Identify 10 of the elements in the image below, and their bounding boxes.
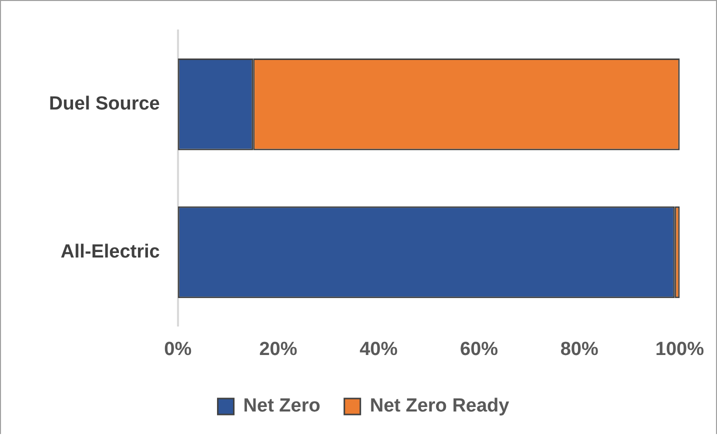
y-tick-label: Duel Source [48, 94, 160, 115]
x-tick-label: 0% [164, 338, 192, 360]
x-tick-label: 20% [259, 338, 298, 360]
y-tick-label: All-Electric [60, 241, 160, 262]
x-tick-label: 80% [560, 338, 598, 360]
legend-label: Net Zero Ready [370, 396, 510, 417]
legend-label: Net Zero [243, 396, 320, 417]
x-tick-label: 60% [460, 338, 498, 360]
x-tick-label: 40% [360, 338, 398, 360]
x-tick-label: 100% [655, 338, 704, 360]
